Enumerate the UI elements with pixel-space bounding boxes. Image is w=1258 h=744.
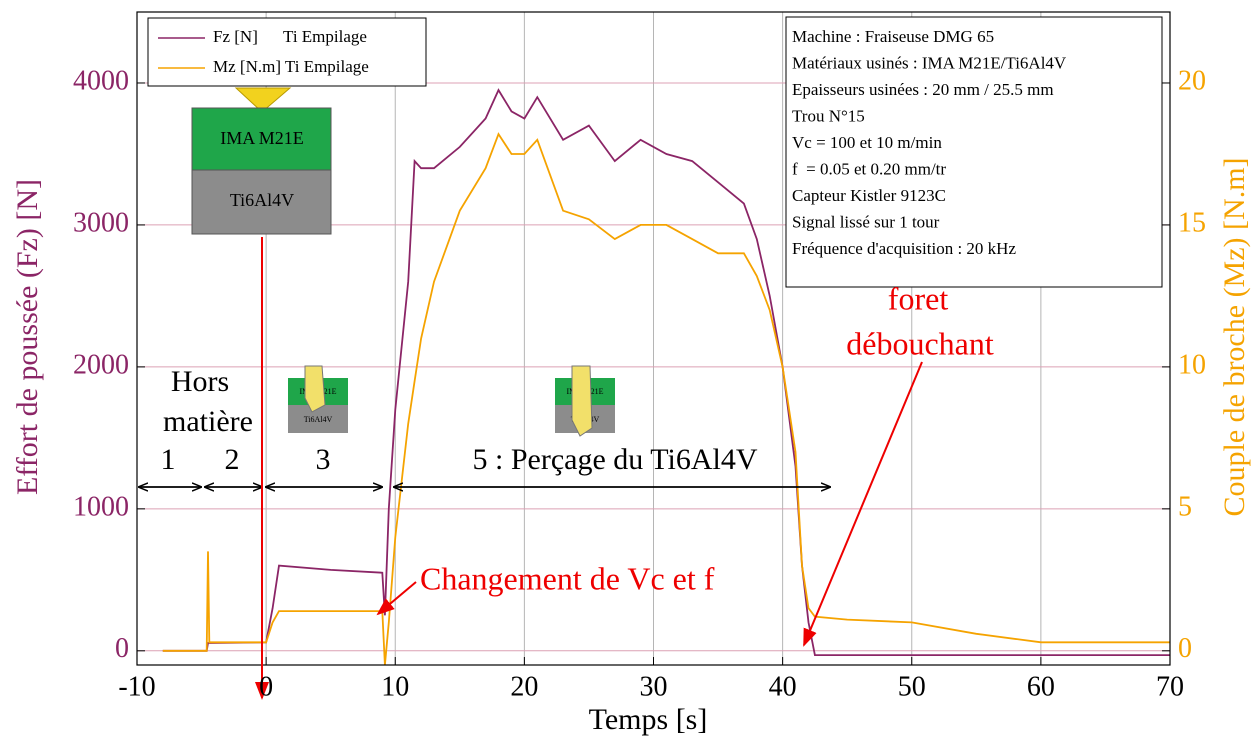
layer-label: IMA M21E xyxy=(220,128,304,148)
x-tick-label: 10 xyxy=(381,671,409,702)
y-tick-label: 2000 xyxy=(73,349,129,380)
y2-tick-label: 5 xyxy=(1178,491,1192,522)
layer-icon xyxy=(191,107,332,171)
red-arrow xyxy=(376,581,417,616)
info-line: Epaisseurs usinées : 20 mm / 25.5 mm xyxy=(792,80,1054,99)
info-line: Machine : Fraiseuse DMG 65 xyxy=(792,27,994,46)
red-arrow xyxy=(803,361,923,647)
legend-label: Fz [N] Ti Empilage xyxy=(213,27,367,46)
annotation: 1 xyxy=(161,443,176,476)
layer-label: Ti6Al4V xyxy=(304,415,333,424)
x-tick-label: 20 xyxy=(510,671,538,702)
legend-label: Mz [N.m] Ti Empilage xyxy=(213,57,369,76)
y2-tick-label: 10 xyxy=(1178,349,1206,380)
annotation: Hors xyxy=(171,365,229,398)
annotation: débouchant xyxy=(846,325,994,361)
y-axis-label: Effort de poussée (Fz) [N] xyxy=(11,179,44,495)
info-line: Signal lissé sur 1 tour xyxy=(792,212,940,231)
y2-axis-label: Couple de broche (Mz) [N.m] xyxy=(1218,157,1251,516)
series-line xyxy=(162,132,1170,666)
layer-icon xyxy=(288,405,348,433)
annotation: Changement de Vc et f xyxy=(420,560,715,596)
layer-icon xyxy=(191,169,332,235)
x-tick-label: 40 xyxy=(769,671,797,702)
x-tick-label: 70 xyxy=(1156,671,1184,702)
info-line: Capteur Kistler 9123C xyxy=(792,186,946,205)
annotation: 3 xyxy=(316,443,331,476)
y2-tick-label: 15 xyxy=(1178,207,1206,238)
drill-icon xyxy=(304,365,326,413)
x-tick-label: -10 xyxy=(118,671,155,702)
x-tick-label: 30 xyxy=(640,671,668,702)
annotation: matière xyxy=(163,405,253,438)
info-line: Trou N°15 xyxy=(792,106,865,125)
info-box xyxy=(785,16,1163,288)
legend xyxy=(147,17,427,87)
info-line: f = 0.05 et 0.20 mm/tr xyxy=(792,159,946,178)
y-tick-label: 3000 xyxy=(73,207,129,238)
annotation: 5 : Perçage du Ti6Al4V xyxy=(473,443,758,476)
info-line: Fréquence d'acquisition : 20 kHz xyxy=(792,239,1016,258)
layer-label: Ti6Al4V xyxy=(230,190,294,210)
info-line: Matériaux usinés : IMA M21E/Ti6Al4V xyxy=(792,53,1067,72)
drill-icon xyxy=(234,87,292,113)
annotation: 2 xyxy=(225,443,240,476)
y2-tick-label: 0 xyxy=(1178,633,1192,664)
y-tick-label: 0 xyxy=(115,633,129,664)
drill-icon xyxy=(571,365,593,437)
x-tick-label: 60 xyxy=(1027,671,1055,702)
annotation: foret xyxy=(888,280,949,316)
info-line: Vc = 100 et 10 m/min xyxy=(792,133,942,152)
x-tick-label: 50 xyxy=(898,671,926,702)
y-tick-label: 4000 xyxy=(73,65,129,96)
x-axis-label: Temps [s] xyxy=(589,703,708,736)
x-tick-label: 0 xyxy=(259,671,273,702)
y2-tick-label: 20 xyxy=(1178,65,1206,96)
y-tick-label: 1000 xyxy=(73,491,129,522)
